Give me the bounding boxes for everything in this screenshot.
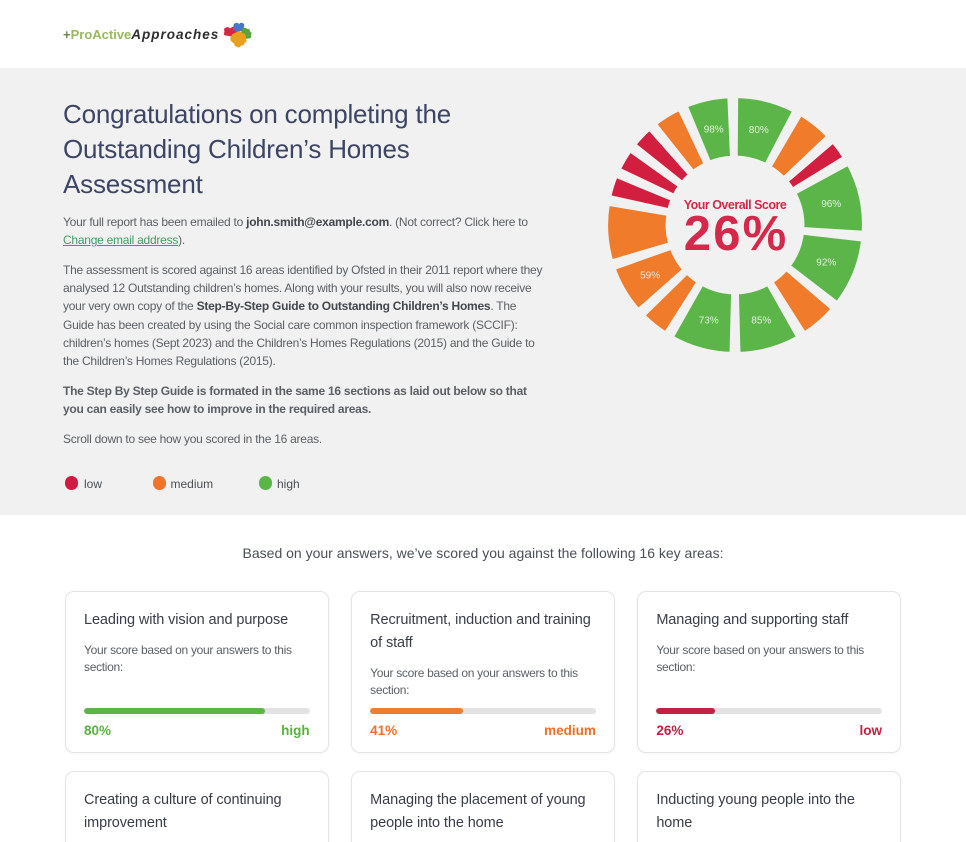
svg-text:92%: 92% [816,257,836,268]
svg-text:80%: 80% [749,125,769,136]
svg-text:85%: 85% [751,315,771,326]
svg-text:73%: 73% [699,315,719,326]
svg-text:96%: 96% [821,199,841,210]
svg-text:59%: 59% [640,271,660,282]
svg-text:98%: 98% [704,124,724,135]
